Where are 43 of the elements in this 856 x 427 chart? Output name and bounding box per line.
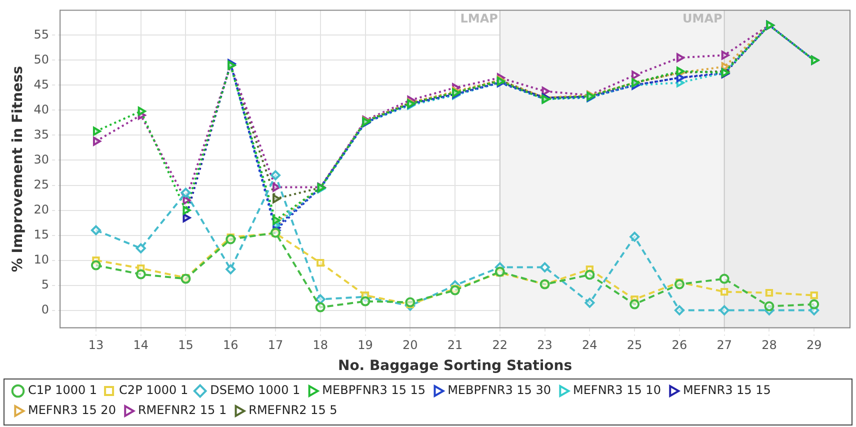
x-tick-label: 26 bbox=[672, 338, 688, 352]
legend-label: RMEFNR2 15 5 bbox=[248, 403, 338, 418]
y-tick-label: 45 bbox=[34, 77, 50, 92]
y-tick-label: 35 bbox=[34, 127, 50, 142]
band-label: LMAP bbox=[460, 11, 498, 26]
y-tick-label: 20 bbox=[34, 202, 50, 216]
legend-label: C1P 1000 1 bbox=[28, 383, 98, 398]
x-tick-label: 21 bbox=[447, 338, 463, 352]
band-label: UMAP bbox=[682, 11, 723, 26]
x-tick-label: 27 bbox=[716, 338, 732, 352]
x-tick-label: 15 bbox=[178, 338, 194, 352]
x-tick-label: 23 bbox=[537, 338, 552, 352]
legend-label: MEFNR3 15 20 bbox=[28, 403, 116, 418]
legend-label: MEBPFNR3 15 15 bbox=[322, 383, 426, 398]
x-axis-title: No. Baggage Sorting Stations bbox=[338, 358, 572, 374]
x-tick-label: 14 bbox=[133, 338, 148, 352]
x-tick-label: 24 bbox=[582, 338, 598, 352]
legend-label: RMEFNR2 15 1 bbox=[138, 403, 227, 418]
x-tick-label: 18 bbox=[312, 338, 328, 352]
legend-label: DSEMO 1000 1 bbox=[210, 383, 300, 398]
y-tick-label: 10 bbox=[34, 252, 50, 266]
x-tick-label: 29 bbox=[806, 338, 822, 352]
x-tick-label: 17 bbox=[268, 338, 284, 352]
x-tick-label: 16 bbox=[222, 338, 238, 352]
x-tick-label: 20 bbox=[402, 338, 418, 352]
legend-label: MEFNR3 15 15 bbox=[682, 383, 771, 398]
y-tick-label: 5 bbox=[41, 277, 50, 292]
y-tick-label: 25 bbox=[34, 177, 50, 192]
x-tick-label: 25 bbox=[626, 338, 642, 352]
y-tick-label: 40 bbox=[34, 102, 50, 116]
y-tick-label: 0 bbox=[41, 302, 50, 316]
y-tick-label: 30 bbox=[34, 152, 50, 166]
y-tick-label: 55 bbox=[34, 27, 50, 42]
x-tick-label: 13 bbox=[88, 338, 104, 352]
x-tick-label: 28 bbox=[762, 338, 777, 352]
y-tick-label: 50 bbox=[34, 52, 50, 66]
legend-label: MEBPFNR3 15 30 bbox=[448, 383, 552, 398]
legend-label: C2P 1000 1 bbox=[119, 383, 188, 398]
x-tick-label: 19 bbox=[358, 338, 373, 352]
y-tick-label: 15 bbox=[34, 227, 50, 242]
y-axis-title: % Improvement in Fitness bbox=[10, 66, 26, 272]
x-tick-label: 22 bbox=[492, 338, 508, 352]
legend-label: MEFNR3 15 10 bbox=[572, 383, 661, 398]
